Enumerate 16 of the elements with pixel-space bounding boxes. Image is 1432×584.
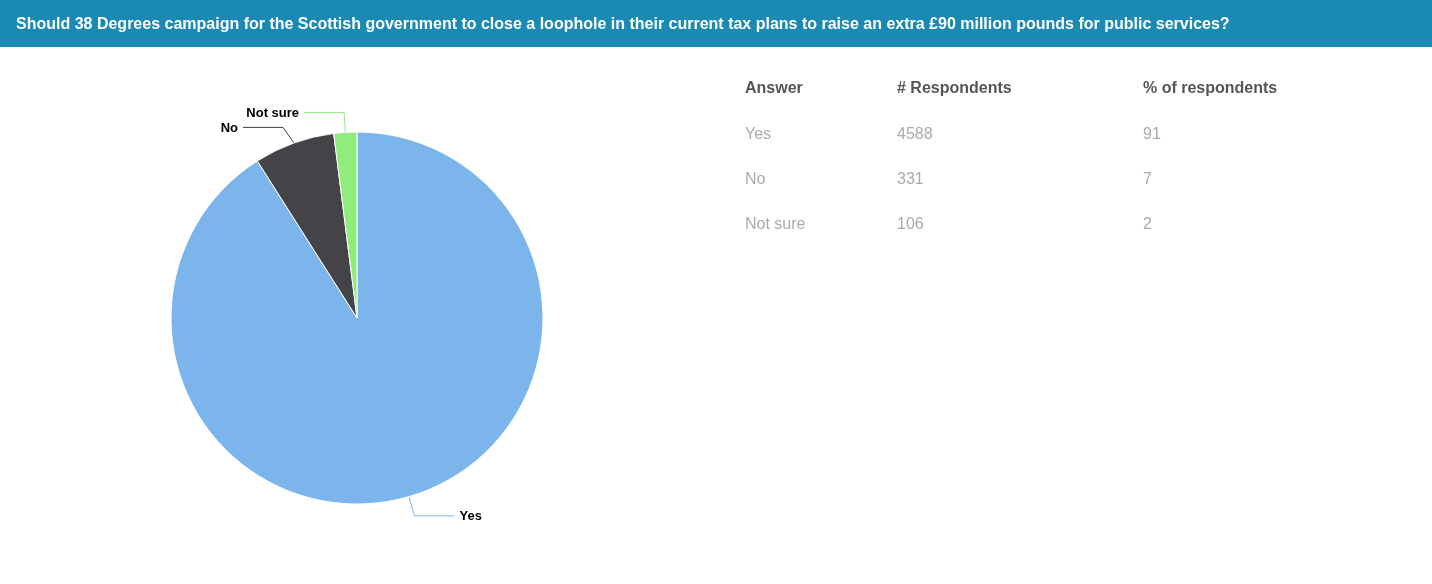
slice-label: No: [220, 119, 239, 135]
slice-label: Yes: [459, 508, 482, 524]
text: # Respondents: [897, 79, 1012, 97]
text: 106: [897, 215, 924, 233]
text: 91: [1143, 125, 1161, 143]
slice-label: Not sure: [246, 104, 300, 120]
text: 331: [897, 170, 924, 188]
text: % of respondents: [1143, 79, 1278, 97]
category-label: Not sure: [745, 215, 806, 232]
category-label: Yes: [745, 125, 772, 142]
text: 2: [1143, 215, 1152, 233]
text: Answer: [745, 79, 803, 97]
text: 4588: [897, 125, 933, 143]
text: Should 38 Degrees campaign for the Scottish government to close a loophole in their current tax plans to raise an extra £90 million pounds for public services?: [0, 0, 1432, 47]
text: 7: [1143, 170, 1152, 188]
category-label: No: [745, 170, 766, 187]
